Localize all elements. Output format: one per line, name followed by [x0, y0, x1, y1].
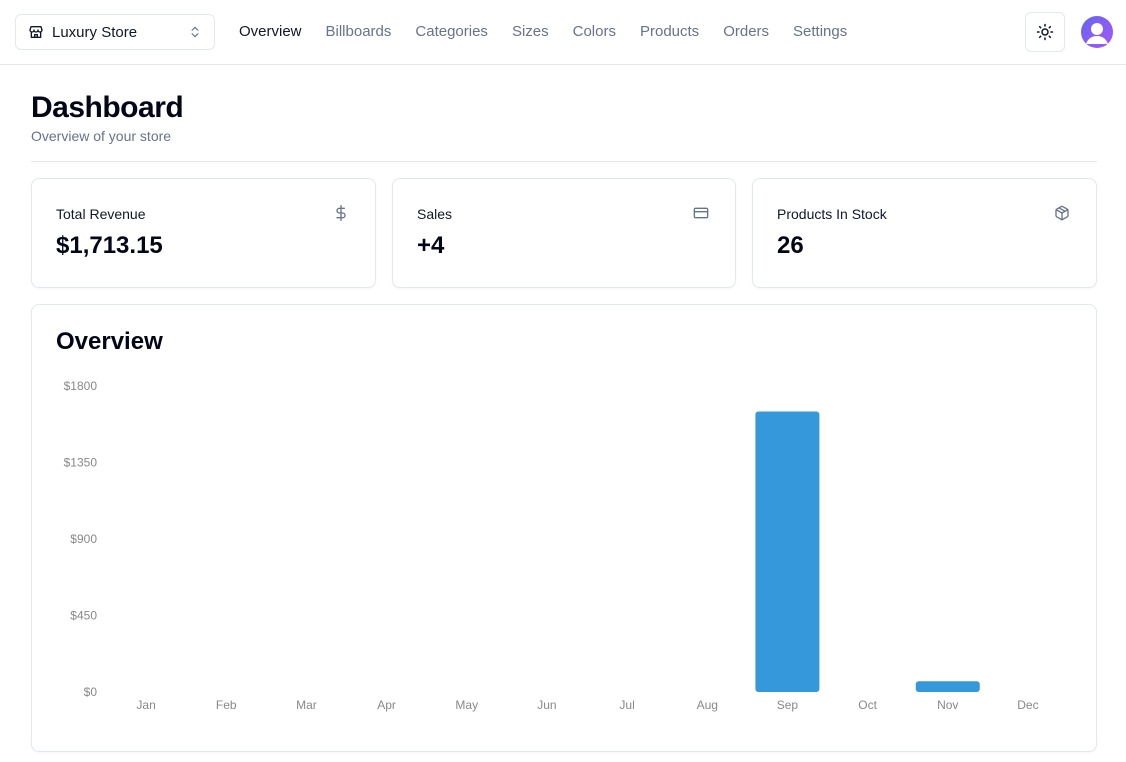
x-tick-label: Mar	[296, 698, 317, 712]
y-tick-label: $1800	[64, 379, 98, 393]
header-separator	[31, 161, 1097, 162]
package-icon	[1054, 205, 1070, 221]
chart-bar-sep[interactable]	[755, 411, 820, 693]
chevrons-up-down-icon	[188, 24, 202, 40]
stat-card-total-revenue: Total Revenue $1,713.15	[31, 178, 376, 288]
stat-label: Products In Stock	[777, 206, 887, 222]
y-tick-label: $450	[70, 609, 97, 623]
user-avatar-icon	[1081, 16, 1113, 48]
page-title: Dashboard	[31, 91, 184, 124]
x-tick-label: Jul	[619, 698, 634, 712]
x-tick-label: Nov	[937, 698, 958, 712]
main-nav: Overview Billboards Categories Sizes Col…	[239, 22, 871, 42]
store-switcher-label: Luxury Store	[52, 23, 138, 41]
stat-card-products-in-stock: Products In Stock 26	[752, 178, 1097, 288]
stat-value: +4	[417, 232, 445, 259]
nav-link-sizes[interactable]: Sizes	[511, 23, 549, 40]
nav-link-billboards[interactable]: Billboards	[325, 23, 392, 40]
x-tick-label: Jun	[537, 698, 556, 712]
y-tick-label: $0	[84, 685, 98, 699]
stat-label: Sales	[417, 206, 453, 222]
nav-link-settings[interactable]: Settings	[793, 23, 848, 40]
overview-card: Overview $0 $450 $900 $1350 $1800 Jan Feb Mar Ap…	[31, 304, 1097, 752]
overview-bar-chart: $0 $450 $900 $1350 $1800 Jan Feb Mar Apr May Jun Ju…	[64, 379, 1039, 712]
overview-title: Overview	[56, 328, 163, 355]
page-subtitle: Overview of your store	[31, 128, 172, 144]
x-tick-label: Oct	[858, 698, 877, 712]
stat-card-sales: Sales +4	[392, 178, 736, 288]
nav-link-overview[interactable]: Overview	[239, 23, 302, 40]
x-tick-label: Dec	[1017, 698, 1038, 712]
x-tick-label: Sep	[777, 698, 799, 712]
x-tick-label: May	[455, 698, 478, 712]
x-tick-label: Apr	[377, 698, 396, 712]
nav-link-colors[interactable]: Colors	[572, 23, 616, 40]
y-tick-label: $1350	[64, 456, 98, 470]
user-avatar-button[interactable]	[1081, 16, 1113, 48]
nav-link-products[interactable]: Products	[639, 23, 700, 40]
theme-toggle-button[interactable]	[1025, 12, 1065, 52]
x-tick-label: Aug	[697, 698, 718, 712]
store-icon	[28, 24, 44, 40]
sun-icon	[1036, 23, 1054, 41]
x-tick-label: Feb	[216, 698, 237, 712]
nav-link-categories[interactable]: Categories	[415, 23, 488, 40]
credit-card-icon	[693, 205, 709, 221]
dollar-sign-icon	[333, 205, 349, 221]
chart-bar-nov[interactable]	[915, 681, 980, 692]
x-tick-label: Jan	[136, 698, 155, 712]
y-tick-label: $900	[70, 532, 97, 546]
stat-value: 26	[777, 232, 804, 259]
store-switcher-button[interactable]: Luxury Store	[15, 14, 215, 50]
nav-link-orders[interactable]: Orders	[723, 23, 770, 40]
top-navbar: Luxury Store Overview Billboards Categor…	[0, 0, 1126, 65]
stat-label: Total Revenue	[56, 206, 146, 222]
stat-value: $1,713.15	[56, 232, 163, 259]
